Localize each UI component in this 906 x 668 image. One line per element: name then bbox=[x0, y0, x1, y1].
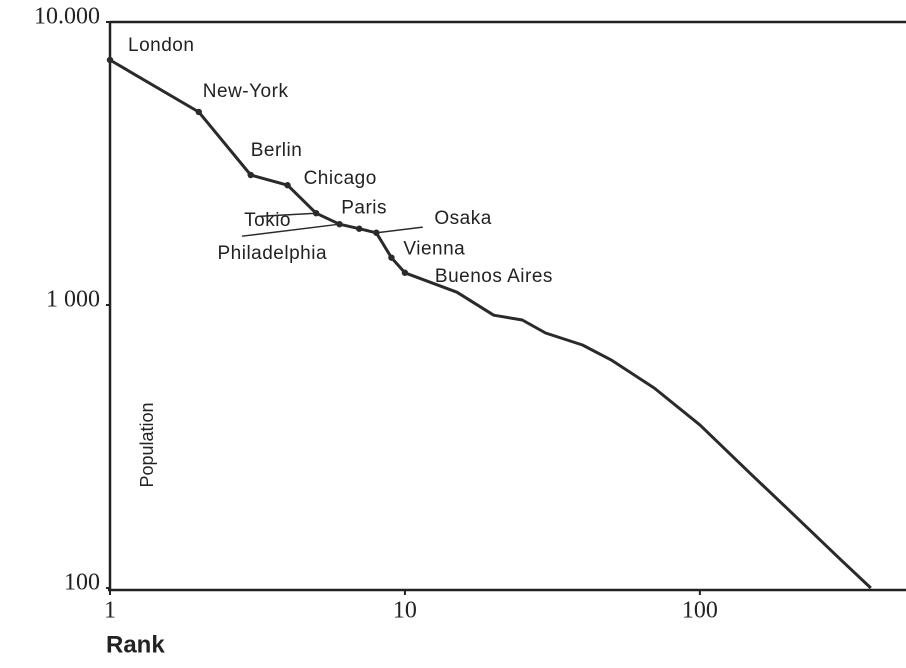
city-label: Osaka bbox=[434, 208, 491, 229]
city-label: Tokio bbox=[244, 210, 291, 231]
city-label: New-York bbox=[203, 81, 289, 102]
leader-line bbox=[376, 226, 423, 234]
x-tick-label: 10 bbox=[393, 598, 417, 624]
data-line bbox=[109, 58, 872, 590]
x-axis-label: Rank bbox=[106, 631, 165, 658]
city-label: Chicago bbox=[304, 168, 377, 189]
data-point bbox=[401, 269, 409, 276]
leader-line bbox=[258, 212, 317, 218]
city-label: London bbox=[128, 35, 194, 56]
data-point bbox=[373, 229, 380, 236]
x-tick-label: 100 bbox=[682, 598, 718, 624]
city-label: Berlin bbox=[251, 140, 303, 161]
y-axis-label: Population bbox=[137, 402, 157, 487]
data-point bbox=[195, 108, 202, 116]
data-point bbox=[106, 56, 114, 64]
x-tick-label: 1 bbox=[104, 598, 116, 624]
y-tick-label: 100 bbox=[64, 570, 100, 596]
city-label: Paris bbox=[341, 198, 387, 219]
data-point bbox=[247, 171, 254, 179]
y-tick-label: 1 000 bbox=[46, 287, 100, 313]
y-tick-label: 10.000 bbox=[34, 4, 100, 30]
city-label: Vienna bbox=[403, 239, 465, 260]
data-point bbox=[356, 225, 363, 232]
city-label: Philadelphia bbox=[217, 243, 327, 264]
city-label: Buenos Aires bbox=[435, 266, 553, 287]
leader-line bbox=[241, 223, 340, 237]
data-point bbox=[388, 254, 395, 261]
data-point bbox=[284, 182, 291, 189]
